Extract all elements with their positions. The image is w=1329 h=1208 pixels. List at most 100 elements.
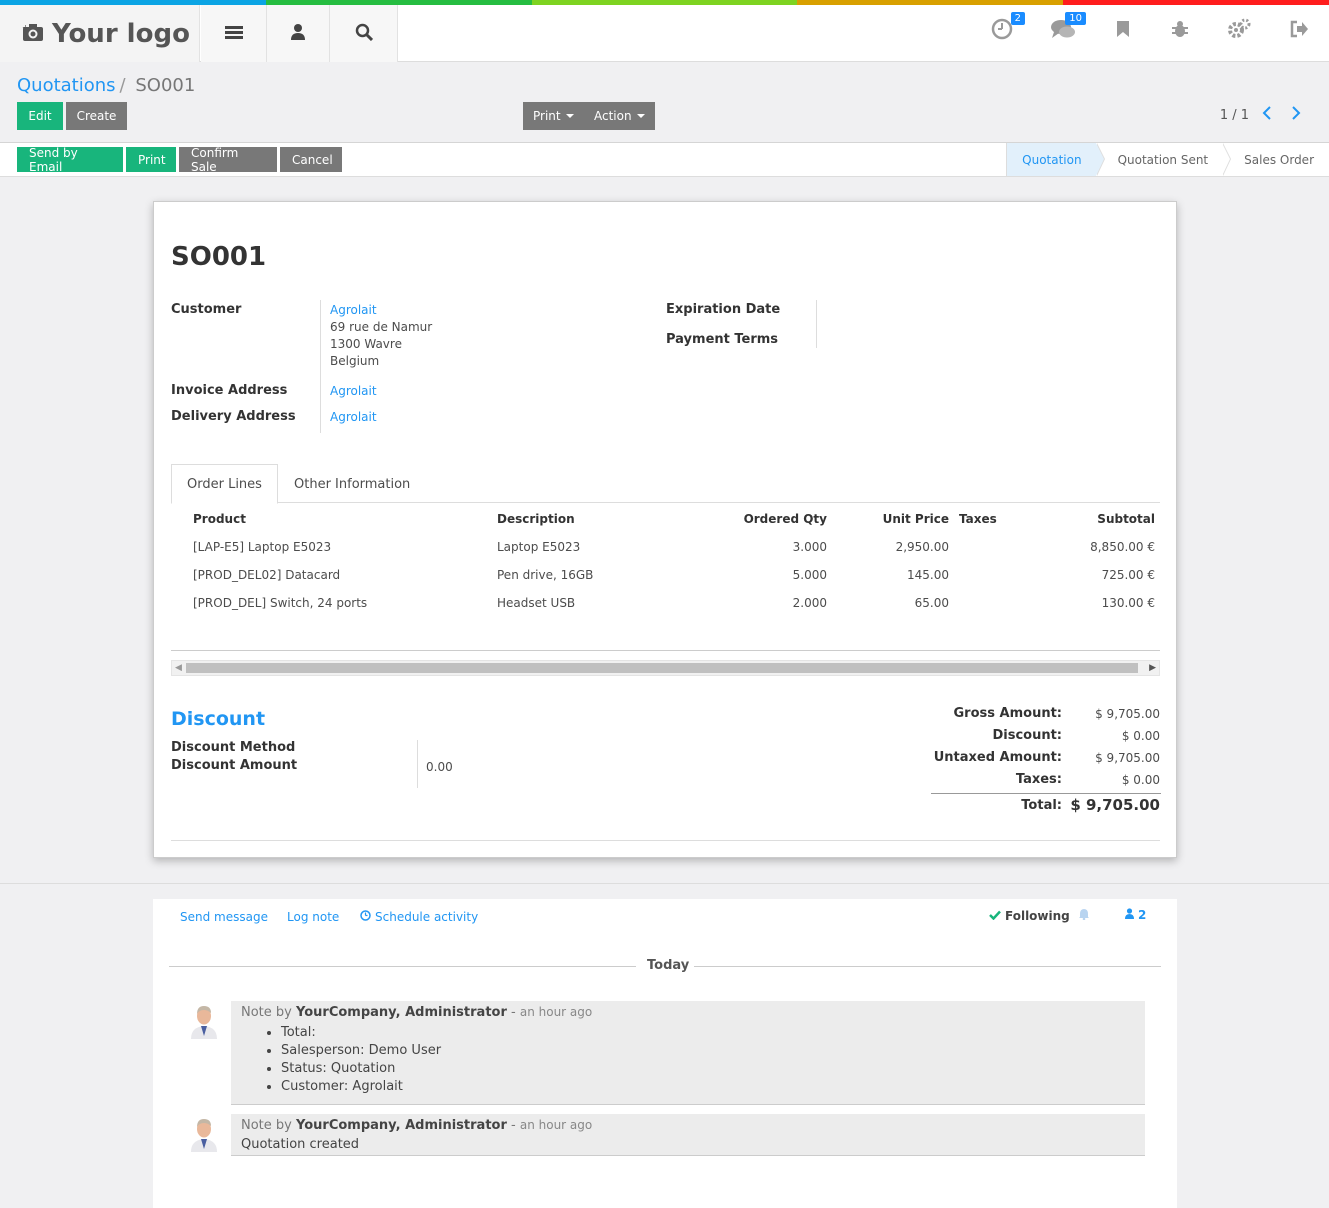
expiration-date-label: Expiration Date	[666, 302, 781, 317]
cell-qty: 3.000	[792, 540, 827, 554]
stage-sales-order[interactable]: Sales Order	[1222, 143, 1329, 176]
horizontal-scrollbar[interactable]: ◀ ▶	[171, 660, 1160, 676]
bug-icon	[1170, 19, 1190, 43]
column-unit-price[interactable]: Unit Price	[882, 512, 949, 526]
logout-button[interactable]	[1286, 18, 1312, 44]
cell-price: 2,950.00	[895, 540, 949, 554]
chatter-message: Note by YourCompany, Administrator - an …	[231, 1001, 1145, 1105]
breadcrumb-current: SO001	[135, 75, 196, 96]
scroll-left-arrow-icon[interactable]: ◀	[175, 663, 182, 673]
cell-description: Headset USB	[497, 596, 576, 610]
column-subtotal[interactable]: Subtotal	[1097, 512, 1155, 526]
list-item: Customer: Agrolait	[281, 1078, 1135, 1096]
table-row[interactable]: [PROD_DEL] Switch, 24 ports Headset USB …	[171, 589, 1160, 617]
bookmark-icon	[1116, 20, 1130, 42]
form-statusbar: Send by Email Print Confirm Sale Cancel …	[0, 143, 1329, 177]
debug-button[interactable]	[1167, 18, 1193, 44]
message-header: Note by YourCompany, Administrator - an …	[241, 1005, 1135, 1020]
cell-product: [LAP-E5] Laptop E5023	[193, 540, 332, 554]
cancel-button[interactable]: Cancel	[280, 147, 342, 172]
color-strip	[0, 0, 1329, 5]
message-dash: -	[511, 1118, 516, 1133]
scrollbar-thumb[interactable]	[186, 663, 1138, 673]
stage-quotation[interactable]: Quotation	[1006, 143, 1105, 176]
column-ordered-qty[interactable]: Ordered Qty	[743, 512, 827, 526]
message-prefix: Note by	[241, 1005, 292, 1020]
message-header: Note by YourCompany, Administrator - an …	[241, 1118, 1135, 1133]
field-divider	[320, 300, 321, 433]
scroll-right-arrow-icon[interactable]: ▶	[1149, 663, 1156, 673]
list-item: Status: Quotation	[281, 1060, 1135, 1078]
message-prefix: Note by	[241, 1118, 292, 1133]
message-body: Quotation created	[241, 1137, 360, 1152]
create-button[interactable]: Create	[66, 102, 127, 130]
column-product[interactable]: Product	[193, 512, 246, 526]
tab-other-information[interactable]: Other Information	[294, 476, 411, 492]
print-dropdown-button[interactable]: Print	[523, 102, 583, 130]
edit-button[interactable]: Edit	[17, 102, 63, 130]
separator-line	[694, 966, 1161, 967]
cell-description: Pen drive, 16GB	[497, 568, 594, 582]
column-taxes[interactable]: Taxes	[959, 512, 997, 526]
action-dropdown-button[interactable]: Action	[583, 102, 655, 130]
messages-badge: 10	[1065, 12, 1086, 25]
messaging-menu[interactable]: 10	[1050, 12, 1086, 44]
schedule-activity-label: Schedule activity	[375, 910, 479, 924]
cell-product: [PROD_DEL02] Datacard	[193, 568, 341, 582]
stage-label: Quotation Sent	[1117, 152, 1209, 167]
invoice-address-link[interactable]: Agrolait	[330, 384, 377, 398]
pager-next-button[interactable]	[1291, 105, 1301, 124]
search-button[interactable]	[330, 5, 398, 62]
tracking-values-list: Total: Salesperson: Demo User Status: Qu…	[281, 1024, 1135, 1096]
untaxed-amount-value: $ 9,705.00	[1095, 751, 1160, 765]
send-message-button[interactable]: Send message	[180, 910, 268, 924]
confirm-sale-button[interactable]: Confirm Sale	[179, 146, 277, 174]
avatar[interactable]	[189, 1116, 219, 1152]
message-author[interactable]: YourCompany, Administrator	[296, 1118, 507, 1133]
company-logo[interactable]: + Your logo	[0, 5, 200, 62]
table-row[interactable]: [LAP-E5] Laptop E5023 Laptop E5023 3.000…	[171, 533, 1160, 561]
activity-menu[interactable]: 2	[989, 12, 1025, 44]
control-panel: Quotations / SO001 Edit Create Print Acti…	[0, 62, 1329, 143]
avatar[interactable]	[189, 1003, 219, 1039]
header-print-button[interactable]: Print	[126, 147, 176, 172]
pager-value[interactable]: 1 / 1	[1219, 108, 1249, 123]
followers-button[interactable]: 2	[1125, 908, 1146, 922]
separator-line	[169, 966, 636, 967]
cell-subtotal: 130.00 €	[1101, 596, 1155, 610]
pager-previous-button[interactable]	[1262, 105, 1272, 124]
svg-text:+: +	[22, 23, 29, 32]
following-toggle[interactable]: Following	[989, 908, 1090, 923]
invoice-address-label: Invoice Address	[171, 383, 288, 398]
settings-button[interactable]	[1226, 18, 1252, 44]
stage-label: Sales Order	[1244, 152, 1314, 167]
cell-price: 65.00	[914, 596, 949, 610]
chevron-left-icon	[1262, 105, 1272, 124]
breadcrumb-quotations-link[interactable]: Quotations	[17, 75, 116, 96]
record-title: SO001	[171, 242, 267, 272]
message-author[interactable]: YourCompany, Administrator	[296, 1005, 507, 1020]
total-label: Total:	[1021, 798, 1062, 813]
user-icon	[290, 23, 306, 45]
tab-order-lines[interactable]: Order Lines	[171, 464, 278, 504]
customer-link[interactable]: Agrolait	[330, 303, 377, 317]
column-description[interactable]: Description	[497, 512, 575, 526]
send-by-email-button[interactable]: Send by Email	[17, 146, 123, 174]
table-row[interactable]: [PROD_DEL02] Datacard Pen drive, 16GB 5.…	[171, 561, 1160, 589]
delivery-address-label: Delivery Address	[171, 409, 296, 424]
field-divider	[816, 300, 817, 348]
user-menu-button[interactable]	[267, 5, 330, 62]
sign-out-icon	[1289, 20, 1309, 42]
cell-subtotal: 725.00 €	[1101, 568, 1155, 582]
menu-toggle-button[interactable]	[201, 5, 267, 62]
stage-quotation-sent[interactable]: Quotation Sent	[1096, 143, 1232, 176]
action-dropdown-label: Action	[594, 109, 632, 123]
notebook-tabs: Order Lines Other Information	[171, 464, 1160, 504]
cell-product: [PROD_DEL] Switch, 24 ports	[193, 596, 368, 610]
bell-icon[interactable]	[1078, 908, 1090, 923]
bookmark-button[interactable]	[1110, 18, 1136, 44]
schedule-activity-button[interactable]: Schedule activity	[360, 910, 478, 924]
delivery-address-link[interactable]: Agrolait	[330, 410, 377, 424]
log-note-button[interactable]: Log note	[287, 910, 340, 924]
gears-icon	[1227, 18, 1251, 44]
